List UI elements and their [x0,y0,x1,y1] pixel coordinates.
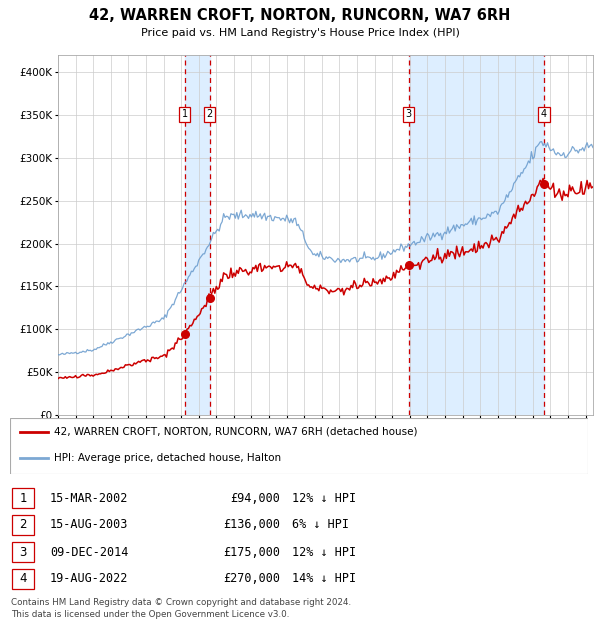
Text: 14% ↓ HPI: 14% ↓ HPI [292,572,356,585]
Text: 3: 3 [19,546,26,559]
Bar [12,569,34,589]
Text: Price paid vs. HM Land Registry's House Price Index (HPI): Price paid vs. HM Land Registry's House … [140,28,460,38]
Bar [185,55,209,415]
Text: 3: 3 [406,109,412,120]
Text: £175,000: £175,000 [223,546,280,559]
Text: £270,000: £270,000 [223,572,280,585]
Text: 4: 4 [541,109,547,120]
Text: 4: 4 [19,572,27,585]
Bar [12,515,34,535]
Bar [12,488,34,508]
Text: 42, WARREN CROFT, NORTON, RUNCORN, WA7 6RH: 42, WARREN CROFT, NORTON, RUNCORN, WA7 6… [89,8,511,23]
Text: 42, WARREN CROFT, NORTON, RUNCORN, WA7 6RH (detached house): 42, WARREN CROFT, NORTON, RUNCORN, WA7 6… [54,427,418,437]
Text: 2: 2 [206,109,213,120]
Text: HPI: Average price, detached house, Halton: HPI: Average price, detached house, Halt… [54,453,281,463]
Text: 19-AUG-2022: 19-AUG-2022 [50,572,128,585]
Text: 12% ↓ HPI: 12% ↓ HPI [292,492,356,505]
Text: 2: 2 [19,518,27,531]
Text: £94,000: £94,000 [230,492,280,505]
Text: This data is licensed under the Open Government Licence v3.0.: This data is licensed under the Open Gov… [11,610,289,619]
Text: 12% ↓ HPI: 12% ↓ HPI [292,546,356,559]
Text: 6% ↓ HPI: 6% ↓ HPI [292,518,349,531]
Text: Contains HM Land Registry data © Crown copyright and database right 2024.: Contains HM Land Registry data © Crown c… [11,598,351,607]
Text: 15-AUG-2003: 15-AUG-2003 [50,518,128,531]
Bar [409,55,544,415]
Text: 1: 1 [182,109,188,120]
Bar [12,542,34,562]
Text: 1: 1 [19,492,27,505]
Text: 15-MAR-2002: 15-MAR-2002 [50,492,128,505]
Text: 09-DEC-2014: 09-DEC-2014 [50,546,128,559]
Text: £136,000: £136,000 [223,518,280,531]
